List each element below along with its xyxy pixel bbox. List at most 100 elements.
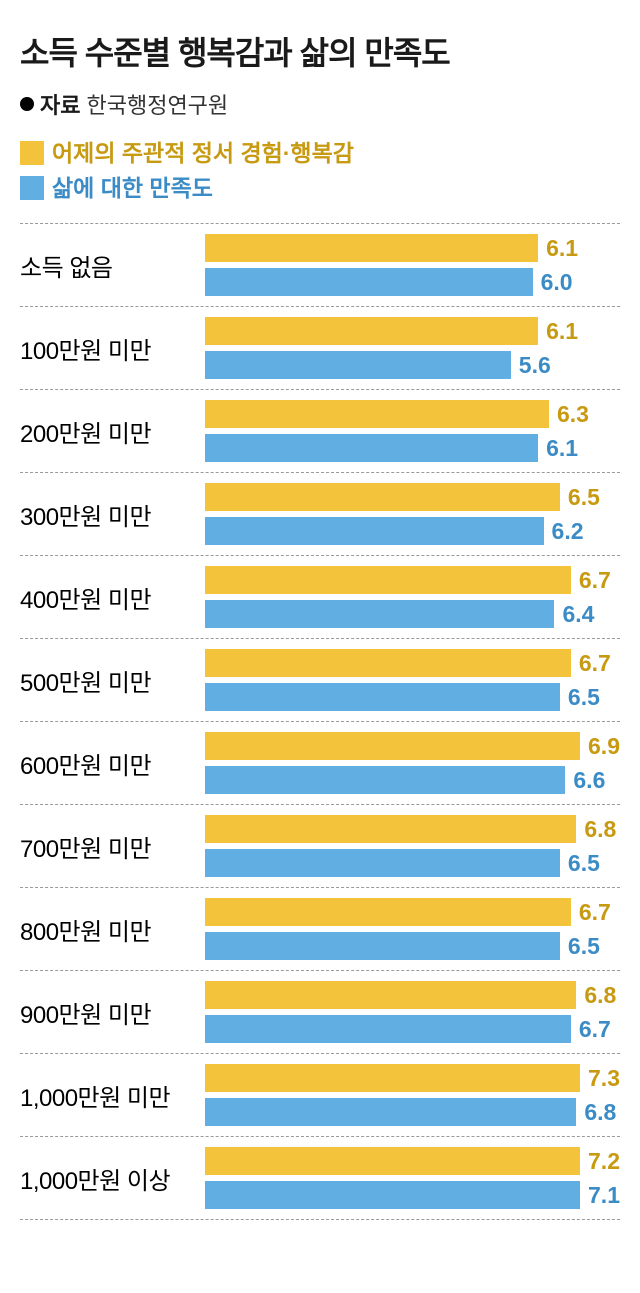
bar-wrap-satisfaction: 6.0 xyxy=(205,268,620,296)
bars-group: 6.86.5 xyxy=(205,815,620,877)
bar-value-satisfaction: 6.5 xyxy=(568,850,600,877)
bar-value-happiness: 6.7 xyxy=(579,567,611,594)
bar-value-satisfaction: 6.2 xyxy=(552,518,584,545)
bar-value-satisfaction: 6.7 xyxy=(579,1016,611,1043)
bar-satisfaction xyxy=(205,268,533,296)
bars-group: 6.15.6 xyxy=(205,317,620,379)
bar-wrap-satisfaction: 6.2 xyxy=(205,517,620,545)
bar-value-happiness: 6.9 xyxy=(588,733,620,760)
bars-group: 6.76.5 xyxy=(205,898,620,960)
bar-value-happiness: 6.7 xyxy=(579,899,611,926)
bar-value-satisfaction: 6.1 xyxy=(546,435,578,462)
bar-happiness xyxy=(205,981,576,1009)
bar-wrap-satisfaction: 6.1 xyxy=(205,434,620,462)
source-row: 자료 한국행정연구원 xyxy=(20,88,620,120)
row-label: 1,000만원 이상 xyxy=(20,1161,205,1196)
chart-row: 700만원 미만6.86.5 xyxy=(20,804,620,887)
bars-group: 6.96.6 xyxy=(205,732,620,794)
bar-wrap-happiness: 6.8 xyxy=(205,815,620,843)
bar-chart: 소득 없음6.16.0100만원 미만6.15.6200만원 미만6.36.13… xyxy=(20,223,620,1220)
bar-satisfaction xyxy=(205,517,544,545)
bar-happiness xyxy=(205,898,571,926)
bar-wrap-happiness: 6.3 xyxy=(205,400,620,428)
row-label: 소득 없음 xyxy=(20,248,205,283)
bar-wrap-happiness: 6.8 xyxy=(205,981,620,1009)
legend-label: 삶에 대한 만족도 xyxy=(52,171,213,206)
legend-item-happiness: 어제의 주관적 정서 경험·행복감 xyxy=(20,136,620,171)
row-label: 300만원 미만 xyxy=(20,497,205,532)
bars-group: 6.16.0 xyxy=(205,234,620,296)
bar-satisfaction xyxy=(205,932,560,960)
chart-row: 400만원 미만6.76.4 xyxy=(20,555,620,638)
bar-happiness xyxy=(205,732,580,760)
row-label: 400만원 미만 xyxy=(20,580,205,615)
bar-satisfaction xyxy=(205,849,560,877)
bar-satisfaction xyxy=(205,1181,580,1209)
legend-label: 어제의 주관적 정서 경험·행복감 xyxy=(52,136,354,171)
bar-wrap-satisfaction: 6.4 xyxy=(205,600,620,628)
bar-value-satisfaction: 6.0 xyxy=(541,269,573,296)
bars-group: 6.76.4 xyxy=(205,566,620,628)
bar-satisfaction xyxy=(205,600,554,628)
bar-value-satisfaction: 6.5 xyxy=(568,684,600,711)
bar-value-satisfaction: 6.8 xyxy=(584,1099,616,1126)
row-label: 1,000만원 미만 xyxy=(20,1078,205,1113)
row-label: 800만원 미만 xyxy=(20,912,205,947)
bar-wrap-satisfaction: 6.8 xyxy=(205,1098,620,1126)
bars-group: 6.56.2 xyxy=(205,483,620,545)
bars-group: 6.36.1 xyxy=(205,400,620,462)
bars-group: 7.36.8 xyxy=(205,1064,620,1126)
source-label: 자료 xyxy=(40,88,80,120)
bar-happiness xyxy=(205,566,571,594)
chart-row: 200만원 미만6.36.1 xyxy=(20,389,620,472)
chart-row: 300만원 미만6.56.2 xyxy=(20,472,620,555)
bar-wrap-satisfaction: 6.7 xyxy=(205,1015,620,1043)
bar-wrap-satisfaction: 6.5 xyxy=(205,849,620,877)
row-label: 100만원 미만 xyxy=(20,331,205,366)
bar-satisfaction xyxy=(205,351,511,379)
bar-happiness xyxy=(205,815,576,843)
bar-value-satisfaction: 6.5 xyxy=(568,933,600,960)
bar-value-satisfaction: 6.4 xyxy=(562,601,594,628)
bar-satisfaction xyxy=(205,1015,571,1043)
legend: 어제의 주관적 정서 경험·행복감 삶에 대한 만족도 xyxy=(20,136,620,205)
bar-wrap-satisfaction: 7.1 xyxy=(205,1181,620,1209)
legend-item-satisfaction: 삶에 대한 만족도 xyxy=(20,171,620,206)
bar-satisfaction xyxy=(205,1098,576,1126)
legend-swatch-happiness xyxy=(20,141,44,165)
chart-row: 600만원 미만6.96.6 xyxy=(20,721,620,804)
bar-value-satisfaction: 7.1 xyxy=(588,1182,620,1209)
chart-row: 800만원 미만6.76.5 xyxy=(20,887,620,970)
bullet-icon xyxy=(20,97,34,111)
bar-wrap-satisfaction: 6.6 xyxy=(205,766,620,794)
bar-satisfaction xyxy=(205,683,560,711)
bar-wrap-happiness: 7.3 xyxy=(205,1064,620,1092)
legend-swatch-satisfaction xyxy=(20,176,44,200)
bar-value-happiness: 6.1 xyxy=(546,235,578,262)
bar-wrap-happiness: 6.7 xyxy=(205,649,620,677)
bar-happiness xyxy=(205,1064,580,1092)
bar-wrap-satisfaction: 6.5 xyxy=(205,932,620,960)
bar-wrap-happiness: 6.7 xyxy=(205,898,620,926)
bar-value-happiness: 7.3 xyxy=(588,1065,620,1092)
row-label: 600만원 미만 xyxy=(20,746,205,781)
bar-wrap-happiness: 6.1 xyxy=(205,234,620,262)
chart-row: 100만원 미만6.15.6 xyxy=(20,306,620,389)
bar-happiness xyxy=(205,1147,580,1175)
bar-wrap-happiness: 6.9 xyxy=(205,732,620,760)
chart-row: 소득 없음6.16.0 xyxy=(20,223,620,306)
chart-row: 1,000만원 미만7.36.8 xyxy=(20,1053,620,1136)
bar-value-satisfaction: 6.6 xyxy=(573,767,605,794)
source-org: 한국행정연구원 xyxy=(86,88,228,120)
bars-group: 7.27.1 xyxy=(205,1147,620,1209)
chart-row: 500만원 미만6.76.5 xyxy=(20,638,620,721)
bar-value-happiness: 7.2 xyxy=(588,1148,620,1175)
chart-title: 소득 수준별 행복감과 삶의 만족도 xyxy=(20,28,620,74)
bar-satisfaction xyxy=(205,434,538,462)
bars-group: 6.86.7 xyxy=(205,981,620,1043)
chart-row: 1,000만원 이상7.27.1 xyxy=(20,1136,620,1220)
bar-happiness xyxy=(205,483,560,511)
bar-happiness xyxy=(205,234,538,262)
bar-value-happiness: 6.1 xyxy=(546,318,578,345)
bar-value-happiness: 6.8 xyxy=(584,816,616,843)
